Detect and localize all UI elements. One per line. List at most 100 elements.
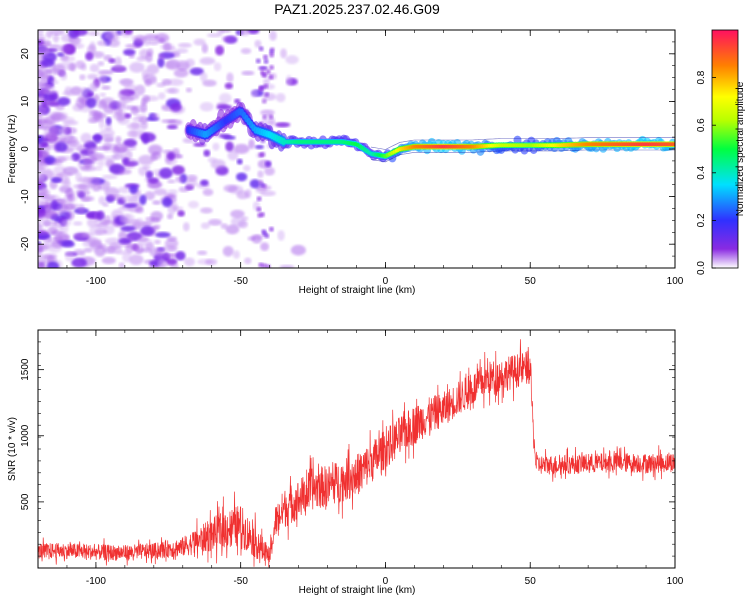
spec-ytick-label: 20 xyxy=(20,48,31,60)
snr-ytick-label: 1000 xyxy=(20,424,31,447)
spectrogram-noise-blob xyxy=(261,229,267,235)
spectrogram-noise-blob xyxy=(236,158,243,165)
spectrogram-noise-blob xyxy=(80,63,87,71)
spectrogram-noise-blob xyxy=(200,222,211,230)
spectrogram-noise-blob xyxy=(206,33,222,38)
spec-xtick-label: -50 xyxy=(233,276,248,287)
spectrogram-noise-blob xyxy=(135,207,144,214)
spectrogram-noise-blob xyxy=(207,157,217,163)
spectrogram-noise-blob xyxy=(155,33,170,43)
spectrogram-noise-blob xyxy=(75,97,88,109)
spectrogram-noise-blob xyxy=(153,239,161,245)
spectrogram-noise-blob xyxy=(57,172,73,177)
spectrogram-noise-blob xyxy=(225,224,240,235)
spectrogram-noise-blob xyxy=(261,98,267,104)
snr-xlabel: Height of straight line (km) xyxy=(299,585,416,596)
spectrogram-noise-blob xyxy=(230,209,245,219)
snr-ticks: -100 -50 0 50 100 500 1000 1500 xyxy=(20,329,684,587)
spectrogram-noise-blob xyxy=(50,80,59,85)
spectrogram-noise-blob xyxy=(254,144,265,150)
spectrogram-noise-blob xyxy=(223,184,238,193)
spectrogram-noise-blob xyxy=(216,30,225,35)
spectrogram-noise-blob xyxy=(275,92,286,103)
spec-xtick-label: 50 xyxy=(525,276,537,287)
spectrogram-noise-blob xyxy=(40,142,49,148)
spectrogram-noise-blob xyxy=(175,176,185,183)
spectrogram-noise-blob xyxy=(263,83,269,89)
spectrogram-noise-blob xyxy=(157,57,165,68)
spectrogram-noise-blob xyxy=(224,82,234,90)
spec-xtick-label: 100 xyxy=(667,276,684,287)
spectrogram-noise-blob xyxy=(127,244,139,249)
spectrogram-noise-blob xyxy=(38,151,49,158)
spectrogram-noise-blob xyxy=(259,182,265,188)
spec-xtick-label: 0 xyxy=(383,276,389,287)
spectrogram-noise-blob xyxy=(117,89,130,100)
spectrogram-noise-blob xyxy=(263,58,269,64)
spectrogram-noise-blob xyxy=(135,34,146,43)
spectrogram-noise-blob xyxy=(99,92,106,97)
spectrogram-noise-blob xyxy=(108,39,121,48)
colorbar: 0.0 0.2 0.4 0.6 0.8 Normalized spectral ampl… xyxy=(696,29,746,275)
spectrogram-noise-blob xyxy=(260,242,270,251)
spectrogram-noise-blob xyxy=(101,256,116,265)
spectrogram-noise-blob xyxy=(250,89,259,98)
spectrogram-noise-blob xyxy=(126,123,143,130)
spectrogram-ridge-edge xyxy=(370,137,675,150)
spectrogram-noise-blob xyxy=(92,110,102,121)
spectrogram-noise-blob xyxy=(139,194,147,206)
spectrogram-noise-blob xyxy=(61,180,72,187)
spectrogram-noise-blob xyxy=(97,69,114,75)
snr-series-line xyxy=(38,339,675,568)
spectrogram-noise-blob xyxy=(177,42,192,48)
spectrogram-noise-blob xyxy=(101,174,118,180)
spectrogram-noise-blob xyxy=(57,96,71,106)
spectrogram-noise-blob xyxy=(64,127,77,135)
spectrogram-noise-blob xyxy=(93,133,102,144)
spectrogram-noise-blob xyxy=(258,46,264,52)
spectrogram-noise-blob xyxy=(167,119,183,126)
spectrogram-noise-blob xyxy=(46,261,60,268)
spectrogram-noise-blob xyxy=(258,65,268,71)
spectrogram-noise-blob xyxy=(145,170,154,180)
spectrogram-noise-blob xyxy=(162,245,178,252)
spectrogram-noise-blob xyxy=(100,134,115,142)
spectrogram-noise-blob xyxy=(213,62,222,72)
spectrogram-noise-blob xyxy=(87,31,101,36)
colorbar-gradient xyxy=(711,29,739,269)
spectrogram-noise-blob xyxy=(230,216,246,227)
spectrogram-noise-blob xyxy=(50,199,59,211)
spectrogram-noise-blob xyxy=(86,97,97,109)
spectrogram-noise-blob xyxy=(208,218,222,226)
spectrogram-noise-blob xyxy=(275,122,291,128)
spectrogram-noise-blob xyxy=(87,147,98,159)
spectrogram-noise-blob xyxy=(134,84,146,96)
spectrogram-noise-blob xyxy=(269,52,275,58)
spectrogram-noise-blob xyxy=(80,165,96,172)
spectrogram-noise-blob xyxy=(123,162,136,169)
spectrogram-noise-blob xyxy=(147,39,160,46)
spectrogram-noise-blob xyxy=(155,247,165,257)
spectrogram-noise-blob xyxy=(127,129,138,140)
spectrogram-noise-blob xyxy=(38,197,43,207)
spectrogram-noise-blob xyxy=(55,141,68,153)
spectrogram-noise-blob xyxy=(89,241,102,252)
spectrogram-noise-blob xyxy=(133,247,144,254)
spectrogram-noise-blob xyxy=(46,100,61,107)
spectrogram-noise-blob xyxy=(150,217,161,223)
spectrogram-noise-blob xyxy=(152,200,161,205)
spectrogram-noise-blob xyxy=(128,54,135,59)
spectrogram-noise-blob xyxy=(38,46,50,57)
spectrogram-noise-blob xyxy=(38,262,46,268)
spectrogram-noise-blob xyxy=(38,80,44,88)
spectrogram-noise-blob xyxy=(103,54,113,62)
spectrogram-noise-blob xyxy=(42,189,51,198)
spectrogram-noise-blob xyxy=(38,207,46,219)
spectrogram-noise-blob xyxy=(241,70,255,76)
spectrogram-noise-blob xyxy=(38,178,43,189)
snr-xtick-label: -100 xyxy=(86,576,106,587)
spectrogram-ridge-edge xyxy=(370,149,675,163)
snr-frame xyxy=(37,329,676,569)
spectrogram-noise-blob xyxy=(48,44,61,49)
spectrogram-noise-blob xyxy=(277,230,285,241)
